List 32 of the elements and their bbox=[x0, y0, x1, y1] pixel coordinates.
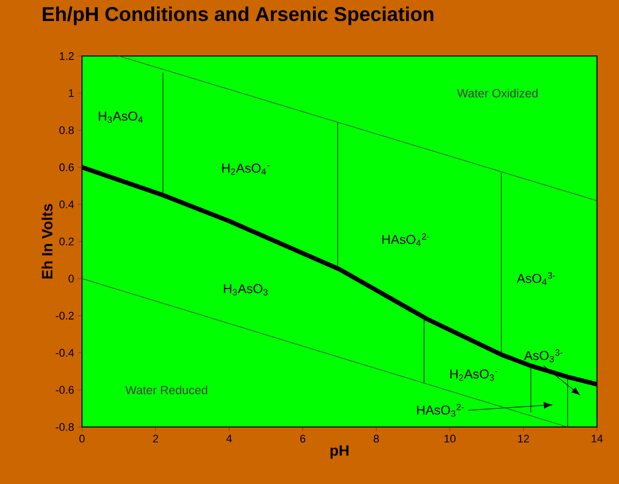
annotation: H$_{2}$AsO$_{3}$- bbox=[450, 369, 498, 381]
y-tick-label: -0.4 bbox=[56, 348, 74, 357]
y-tick-label: 1 bbox=[68, 89, 74, 97]
annotation: AsO$_{4}$3- bbox=[516, 272, 556, 285]
x-axis-title: pH bbox=[330, 445, 348, 459]
y-tick-label: -0.2 bbox=[56, 312, 74, 320]
y-axis-title: Eh In Volts bbox=[42, 204, 52, 279]
x-tick-label: 6 bbox=[300, 434, 306, 443]
x-tick-label: 8 bbox=[374, 434, 379, 443]
annotation: H$_{2}$AsO$_{4}$- bbox=[222, 164, 270, 175]
annotation: HAsO$_{4}$2- bbox=[382, 233, 430, 246]
y-tick-label: -0.8 bbox=[56, 423, 74, 431]
y-tick-label: 0 bbox=[68, 274, 74, 282]
x-tick-label: 14 bbox=[592, 434, 603, 442]
y-tick-label: -0.6 bbox=[56, 386, 74, 394]
x-tick-label: 0 bbox=[79, 434, 85, 443]
annotation: Water Reduced bbox=[125, 386, 208, 394]
annotation: HAsO$_{3}$2- bbox=[417, 404, 464, 417]
x-tick-label: 10 bbox=[444, 434, 456, 443]
annotation: H$_{3}$AsO$_{4}$ bbox=[98, 112, 143, 123]
chart-title: Eh/pH Conditions and Arsenic Speciation bbox=[42, 6, 434, 26]
x-tick-label: 4 bbox=[226, 434, 232, 442]
x-tick-label: 12 bbox=[518, 434, 529, 442]
x-tick-label: 2 bbox=[153, 434, 158, 442]
y-tick-label: 0.4 bbox=[59, 200, 74, 208]
y-tick-label: 1.2 bbox=[60, 52, 74, 60]
y-tick-label: 0.2 bbox=[59, 238, 74, 246]
annotation: AsO$_{3}$3- bbox=[524, 349, 562, 362]
annotation: Water Oxidized bbox=[457, 88, 538, 98]
annotation: H$_{3}$AsO$_{3}$ bbox=[224, 284, 268, 296]
y-tick-label: 0.6 bbox=[59, 163, 74, 172]
y-tick-label: 0.8 bbox=[59, 126, 74, 134]
